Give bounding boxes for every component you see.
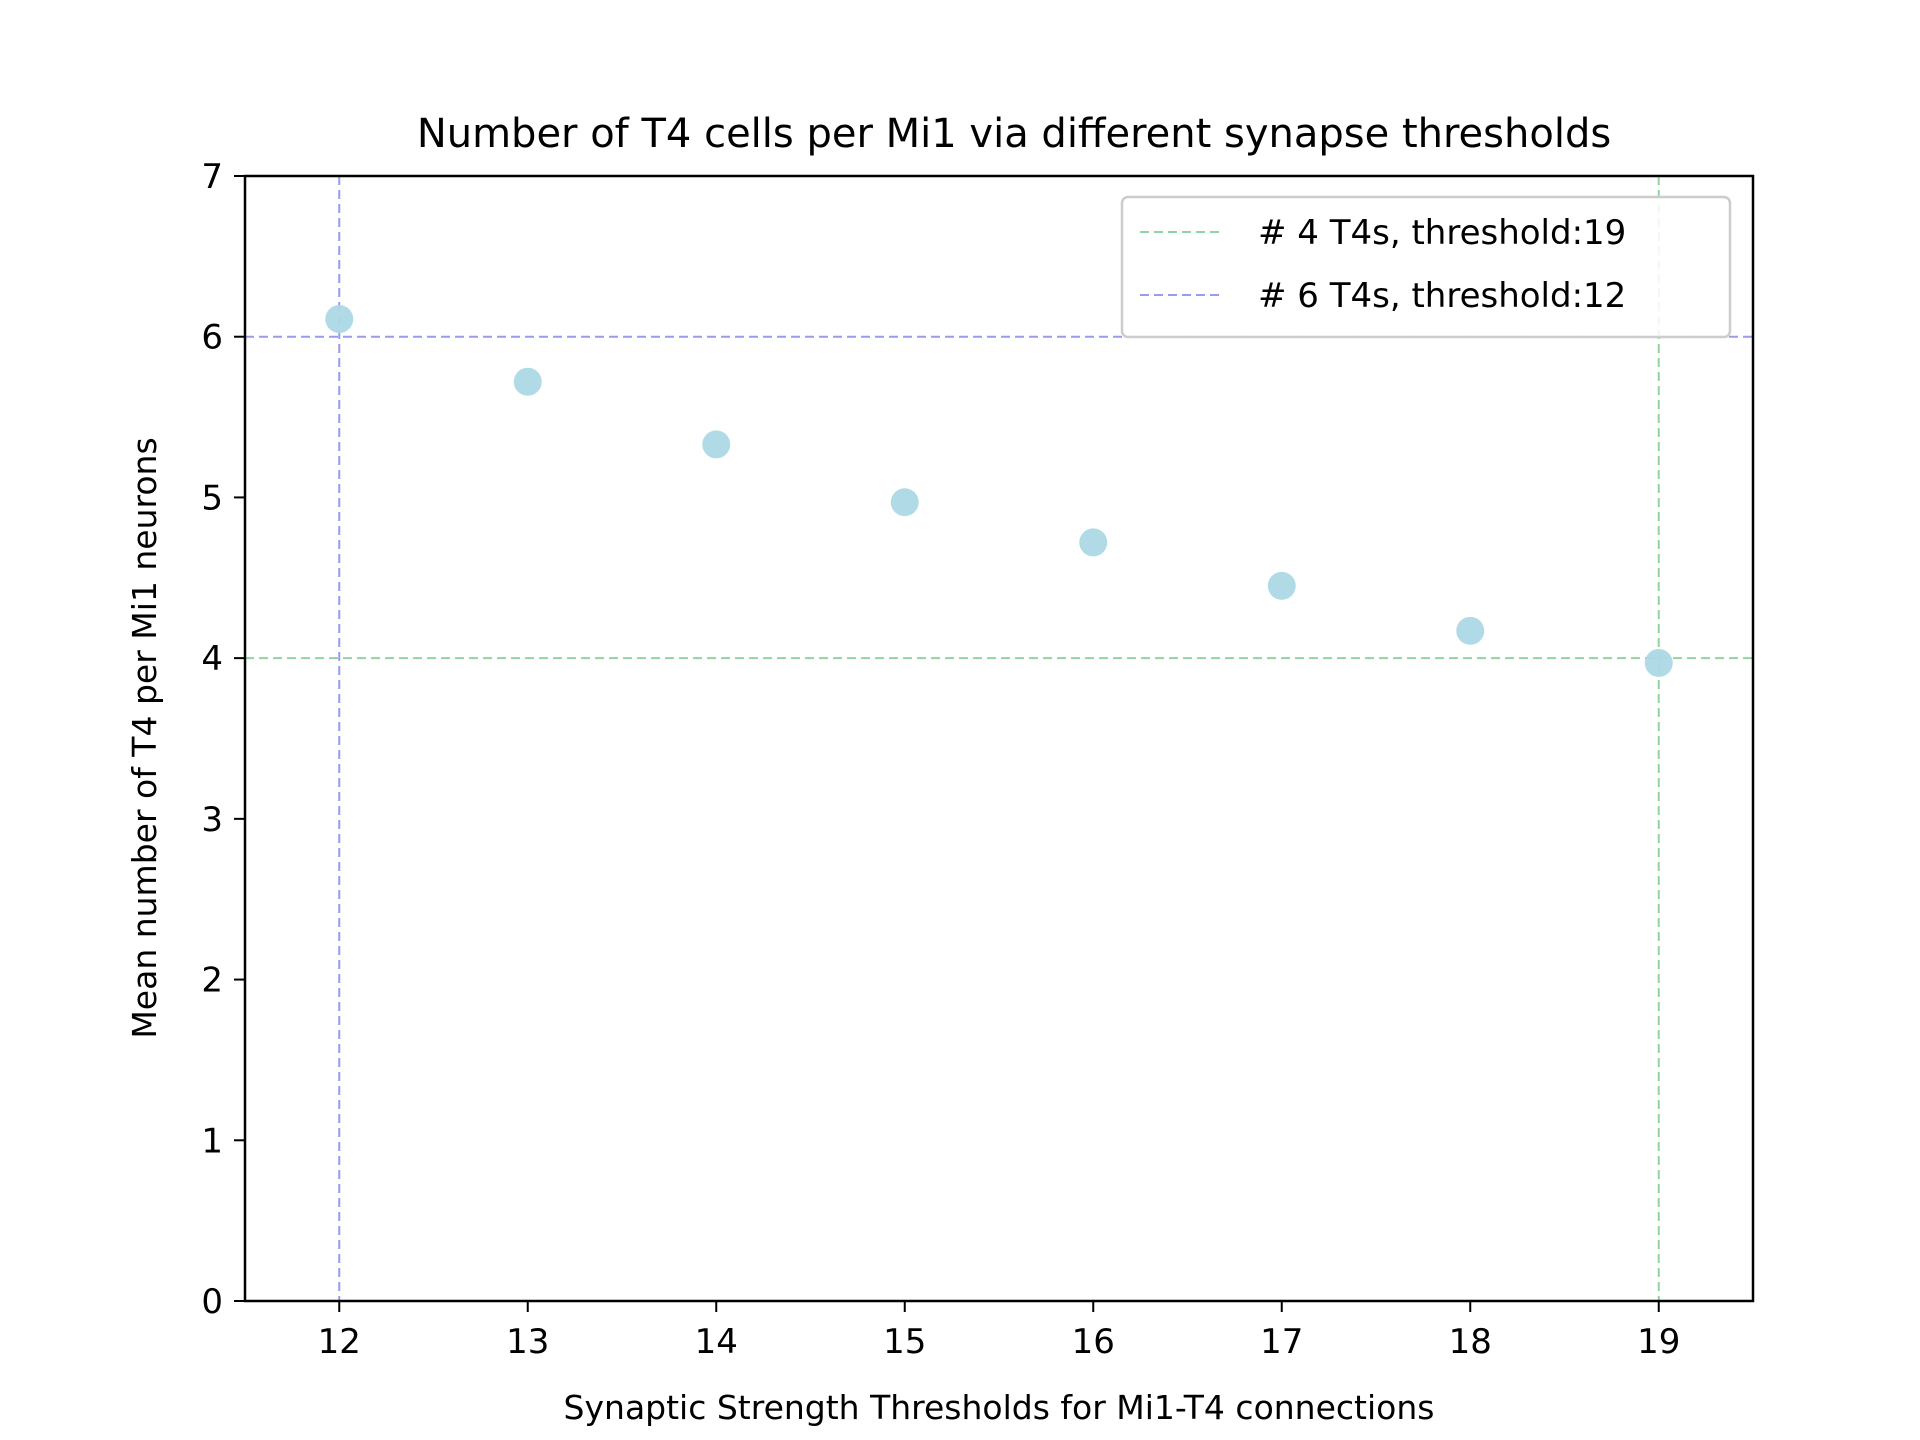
legend: # 4 T4s, threshold:19 # 6 T4s, threshold:… xyxy=(1120,195,1732,339)
legend-label: # 6 T4s, threshold:12 xyxy=(1258,276,1626,316)
x-tick-label: 17 xyxy=(1260,1322,1303,1362)
x-axis-label: Synaptic Strength Thresholds for Mi1-T4 … xyxy=(564,1388,1435,1427)
y-tick-label: 4 xyxy=(201,639,223,679)
plot-frame xyxy=(243,174,1755,1303)
x-tick-label: 13 xyxy=(506,1322,549,1362)
data-point xyxy=(890,488,919,517)
y-tick-label: 3 xyxy=(201,800,223,840)
y-axis: 0 1 2 3 4 5 6 7 xyxy=(201,157,245,1322)
data-point xyxy=(1456,616,1485,645)
data-point xyxy=(1644,648,1673,677)
data-point xyxy=(1267,571,1296,600)
data-point xyxy=(513,367,542,396)
x-tick-label: 15 xyxy=(883,1322,926,1362)
data-points xyxy=(325,305,1673,677)
x-tick-label: 14 xyxy=(695,1322,738,1362)
y-tick-label: 1 xyxy=(201,1121,223,1161)
y-tick-label: 0 xyxy=(201,1282,223,1322)
x-tick-label: 19 xyxy=(1637,1322,1680,1362)
chart-title: Number of T4 cells per Mi1 via different… xyxy=(417,111,1611,157)
y-tick-label: 7 xyxy=(201,157,223,197)
x-axis: 12 13 14 15 16 17 18 19 xyxy=(318,1301,1680,1362)
data-point xyxy=(702,430,731,459)
x-tick-label: 16 xyxy=(1072,1322,1115,1362)
x-tick-label: 12 xyxy=(318,1322,361,1362)
data-point xyxy=(325,305,354,334)
y-tick-label: 2 xyxy=(201,961,223,1001)
x-tick-label: 18 xyxy=(1449,1322,1492,1362)
legend-box xyxy=(1120,195,1732,339)
y-tick-label: 6 xyxy=(201,318,223,358)
reference-lines xyxy=(245,176,1753,1301)
y-tick-label: 5 xyxy=(201,478,223,518)
data-point xyxy=(1079,528,1108,557)
y-axis-label: Mean number of T4 per Mi1 neurons xyxy=(125,437,164,1038)
legend-label: # 4 T4s, threshold:19 xyxy=(1258,213,1626,253)
